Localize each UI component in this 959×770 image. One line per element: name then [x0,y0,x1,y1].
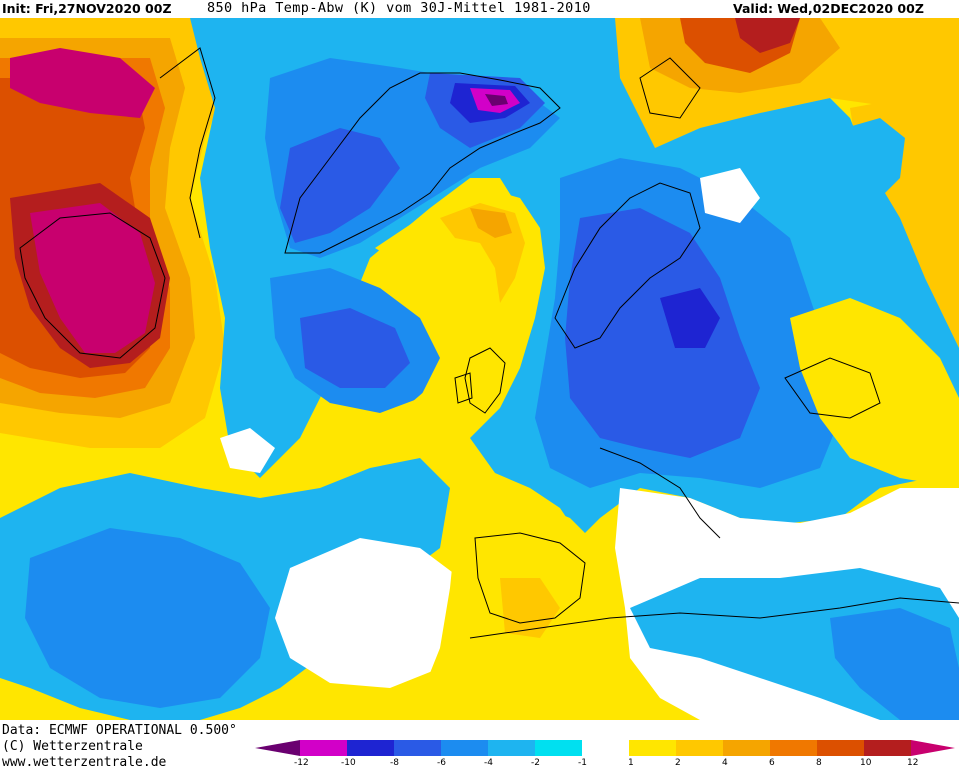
colorbar-label: -1 [578,758,587,768]
max-anomaly-hudson [30,203,155,353]
map-header: Init: Fri,27NOV2020 00Z 850 hPa Temp-Abw… [0,0,959,18]
temperature-anomaly-map [0,18,959,720]
coastline-novaya-zemlya [639,57,701,119]
colorbar-label: 8 [816,758,822,768]
coastline-iberia [474,532,586,624]
coastline-central-europe [599,447,721,539]
colorbar-label: -10 [341,758,356,768]
warm-tongue-core [470,208,512,238]
max-anomaly-baffin [10,48,155,118]
website-label: www.wetterzentrale.de [2,755,167,770]
warm-zone-russia-south [790,298,959,488]
coastline-hudson-bay [19,212,166,359]
coastline-greenland [284,72,561,254]
cold-zone-greenland-core [280,128,400,243]
colorbar-segment-p10-p12 [864,740,911,756]
map-field [0,18,959,720]
coastline-ireland [454,372,473,404]
init-time-label: Init: Fri,27NOV2020 00Z [2,1,172,16]
colorbar-label: 1 [628,758,634,768]
variable-title: 850 hPa Temp-Abw (K) vom 30J-Mittel 1981… [207,0,591,16]
coastline-black-sea [784,357,881,419]
colorbar-label: -12 [294,758,309,768]
colorbar-label: 6 [769,758,775,768]
warm-zone-arctic-east-max [735,18,800,53]
colorbar-label: 10 [860,758,872,768]
colorbar-segment-m1-p1 [582,740,629,756]
coastline-north-africa [469,597,959,639]
cold-zone-middle-east [830,608,959,720]
copyright-label: (C) Wetterzentrale [2,739,143,754]
colorbar-segment-below-m12 [255,740,300,756]
colorbar-segment-p6-p8 [770,740,817,756]
warm-zone-iberia-core [500,578,560,638]
colorbar-segment-m6-m4 [441,740,488,756]
cold-patch-ural [845,118,905,198]
colorbar-label: -4 [484,758,493,768]
coastline-scandinavia [554,182,701,349]
cold-zone-europe-core [565,208,760,458]
colorbar-label: 12 [907,758,919,768]
anomaly-colorbar [255,740,955,756]
colorbar-segment-m2-m1 [535,740,582,756]
cold-zone-subtropical-core [25,528,270,708]
valid-time-label: Valid: Wed,02DEC2020 00Z [733,1,924,16]
colorbar-segment-m4-m2 [488,740,535,756]
min-anomaly-core [485,94,508,106]
colorbar-label: 4 [722,758,728,768]
colorbar-label: 2 [675,758,681,768]
neutral-patch-scandinavia [700,168,760,223]
colorbar-segment-p2-p4 [676,740,723,756]
coastline-baffin [159,47,216,239]
cold-zone-baltic [660,288,720,348]
colorbar-label: -6 [437,758,446,768]
colorbar-segment-p4-p6 [723,740,770,756]
neutral-zone-azores [275,538,470,688]
colorbar-segment-p1-p2 [629,740,676,756]
coastline-britain [464,347,506,414]
colorbar-label: -2 [531,758,540,768]
colorbar-segment-above-p12 [911,740,955,756]
colorbar-segment-p8-p10 [817,740,864,756]
data-source-label: Data: ECMWF OPERATIONAL 0.500° [2,723,237,738]
colorbar-segment-m10-m8 [347,740,394,756]
colorbar-segment-m8-m6 [394,740,441,756]
cold-zone-mid-atlantic-core [300,308,410,388]
coastlines [19,47,959,639]
colorbar-label: -8 [390,758,399,768]
neutral-patch-newfoundland [220,428,275,473]
colorbar-segment-m12-m10 [300,740,347,756]
